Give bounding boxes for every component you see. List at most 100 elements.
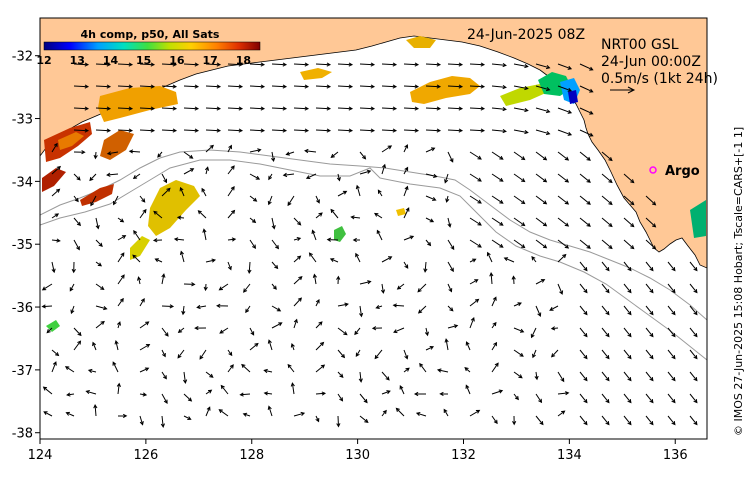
current-arrow — [359, 415, 369, 423]
current-arrow — [424, 327, 429, 337]
current-arrow — [315, 84, 332, 89]
current-arrow — [227, 364, 234, 373]
current-arrow — [290, 343, 295, 351]
current-arrow — [227, 62, 244, 67]
current-arrow — [202, 228, 207, 241]
current-arrow — [513, 217, 526, 227]
current-arrow — [579, 107, 594, 115]
current-arrow — [205, 258, 217, 263]
current-arrow — [337, 62, 354, 67]
current-arrow — [73, 150, 86, 155]
current-arrow — [93, 151, 98, 160]
current-arrow — [579, 327, 588, 338]
current-arrow — [491, 217, 504, 226]
current-arrow — [375, 304, 383, 309]
current-arrow — [623, 283, 632, 294]
current-arrow — [513, 371, 523, 379]
current-arrow — [645, 349, 654, 360]
current-arrow — [161, 349, 166, 358]
current-arrow — [579, 85, 594, 93]
current-arrow — [51, 165, 61, 175]
product-line-2: 24-Jun 00:00Z — [601, 54, 701, 70]
current-arrow — [336, 275, 341, 285]
x-tick-label: 132 — [451, 448, 476, 463]
current-arrow — [380, 283, 386, 294]
current-arrow — [667, 349, 676, 360]
current-arrow — [85, 390, 97, 395]
current-arrow — [117, 217, 125, 223]
current-arrow — [396, 283, 405, 290]
current-arrow — [181, 305, 186, 316]
current-arrow — [371, 326, 383, 331]
y-tick-label: -37 — [12, 364, 33, 379]
current-arrow — [249, 148, 262, 153]
current-arrow — [447, 84, 464, 89]
current-arrow — [69, 283, 75, 292]
current-arrow — [90, 195, 97, 207]
current-arrow — [183, 282, 196, 287]
current-arrow — [403, 106, 420, 111]
current-arrow — [161, 393, 168, 405]
current-arrow — [513, 151, 526, 161]
current-arrow — [355, 184, 361, 197]
current-arrow — [557, 63, 573, 70]
current-arrow — [51, 238, 61, 243]
current-arrow — [161, 106, 178, 111]
current-arrow — [425, 106, 442, 111]
current-arrow — [183, 168, 195, 175]
current-arrow — [667, 393, 676, 404]
current-arrow — [308, 252, 317, 263]
colorbar-tick-label: 15 — [136, 54, 151, 67]
current-arrow — [203, 283, 208, 292]
current-arrow — [417, 305, 427, 314]
current-arrow — [64, 366, 75, 373]
current-arrow — [243, 283, 251, 293]
current-arrow — [93, 403, 98, 417]
current-arrow — [535, 63, 551, 70]
current-arrow — [133, 230, 141, 241]
colorbar-gradient — [43, 41, 261, 51]
current-arrow — [73, 217, 81, 227]
current-arrow — [329, 258, 339, 263]
current-arrow — [315, 415, 320, 423]
current-arrow — [491, 173, 504, 182]
current-arrow — [337, 106, 354, 111]
current-arrow — [535, 217, 548, 227]
current-arrow — [249, 84, 266, 89]
current-arrow — [511, 275, 516, 285]
current-arrow — [315, 298, 320, 307]
current-arrow — [667, 415, 676, 426]
current-arrow — [227, 165, 235, 175]
y-tick-label: -32 — [12, 50, 33, 65]
current-arrow — [359, 106, 376, 111]
current-arrow — [469, 279, 479, 285]
current-arrow — [645, 239, 657, 250]
current-arrow — [381, 106, 398, 111]
current-arrow — [579, 151, 591, 161]
current-arrow — [447, 261, 454, 273]
current-arrow — [216, 303, 229, 308]
current-arrow — [535, 279, 546, 285]
current-arrow — [469, 298, 480, 307]
current-arrow — [557, 151, 570, 161]
current-arrow — [381, 62, 398, 67]
current-arrow — [601, 415, 610, 426]
current-arrow — [549, 305, 559, 311]
current-arrow — [557, 283, 564, 295]
x-tick-label: 130 — [345, 448, 370, 463]
current-arrow — [73, 239, 80, 251]
current-arrow — [374, 212, 383, 219]
current-arrow — [117, 252, 125, 263]
current-arrow — [282, 172, 295, 178]
current-arrow — [513, 195, 526, 205]
current-arrow — [285, 151, 295, 156]
current-arrow — [161, 304, 175, 309]
current-arrow — [512, 415, 517, 426]
current-arrow — [557, 85, 573, 92]
current-arrow — [601, 239, 613, 250]
current-arrow — [491, 389, 504, 395]
current-arrow — [579, 63, 594, 71]
current-arrow — [95, 106, 112, 111]
current-arrow — [381, 163, 386, 175]
current-arrow — [139, 343, 151, 351]
